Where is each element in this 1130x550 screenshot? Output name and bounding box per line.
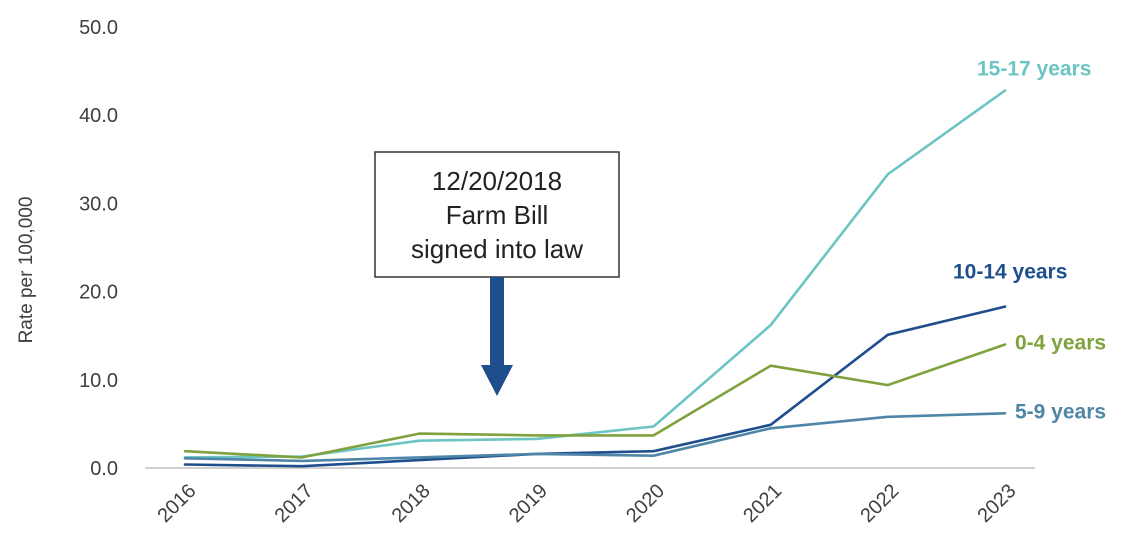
series-label-10-14-years: 10-14 years <box>953 261 1067 284</box>
y-tick-label: 0.0 <box>90 458 118 480</box>
farm-bill-annotation: 12/20/2018 Farm Bill signed into law <box>374 151 620 396</box>
series-group: 15-17 years 10-14 years 0-4 years 5-9 years <box>183 58 1106 468</box>
series-label-15-17-years: 15-17 years <box>977 58 1091 81</box>
x-tick-label: 2022 <box>856 480 903 527</box>
y-tick-label: 50.0 <box>79 17 118 39</box>
annotation-arrow-head <box>481 365 513 396</box>
y-axis: 0.0 10.0 20.0 30.0 40.0 50.0 <box>79 17 118 480</box>
annotation-box <box>374 151 620 278</box>
annotation-line-1: 12/20/2018 <box>432 166 562 196</box>
x-tick-label: 2020 <box>622 480 669 527</box>
series-line-0-4-years <box>183 343 1007 459</box>
series-label-0-4-years: 0-4 years <box>1015 332 1106 355</box>
series-line-10-14-years <box>183 305 1007 468</box>
y-tick-label: 30.0 <box>79 193 118 215</box>
series-label-5-9-years: 5-9 years <box>1015 400 1106 423</box>
x-axis: 2016 2017 2018 2019 2020 2021 2022 2023 <box>154 480 1021 527</box>
x-tick-label: 2016 <box>154 480 201 527</box>
y-axis-label: Rate per 100,000 <box>16 197 37 344</box>
y-tick-label: 10.0 <box>79 370 118 392</box>
annotation-arrow-shaft <box>490 277 504 367</box>
y-tick-label: 40.0 <box>79 105 118 127</box>
series-line-5-9-years <box>183 411 1007 463</box>
annotation-line-2: Farm Bill <box>446 200 549 230</box>
y-tick-label: 20.0 <box>79 282 118 304</box>
x-tick-label: 2021 <box>739 480 786 527</box>
x-tick-label: 2019 <box>505 480 552 527</box>
x-tick-label: 2018 <box>388 480 435 527</box>
x-tick-label: 2017 <box>271 480 318 527</box>
annotation-line-3: signed into law <box>411 234 583 264</box>
x-tick-label: 2023 <box>973 480 1020 527</box>
